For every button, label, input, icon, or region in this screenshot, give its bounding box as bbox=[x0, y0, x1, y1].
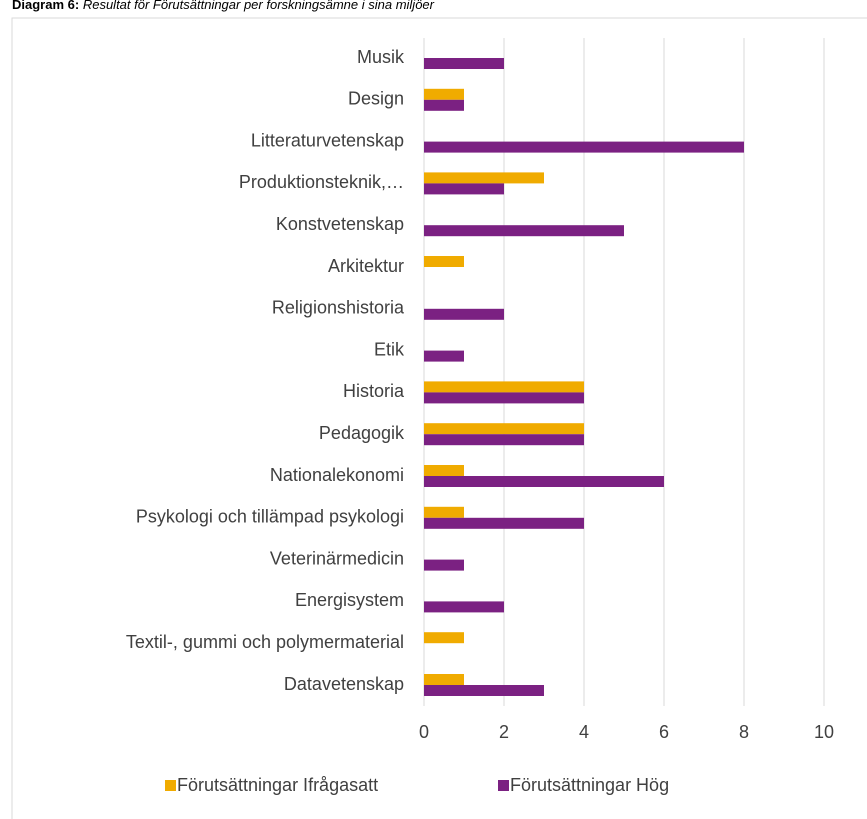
y-tick-label: Veterinärmedicin bbox=[270, 548, 404, 568]
bar bbox=[424, 601, 504, 613]
x-tick-label: 6 bbox=[659, 722, 669, 742]
bar bbox=[424, 308, 504, 320]
bar bbox=[424, 99, 464, 111]
legend-label: Förutsättningar Ifrågasatt bbox=[177, 775, 378, 795]
x-tick-label: 0 bbox=[419, 722, 429, 742]
bar bbox=[424, 559, 464, 571]
y-tick-label: Arkitektur bbox=[328, 256, 404, 276]
bar bbox=[424, 685, 544, 696]
x-tick-label: 8 bbox=[739, 722, 749, 742]
bar bbox=[424, 423, 584, 435]
bar bbox=[424, 506, 464, 518]
bar bbox=[424, 183, 504, 195]
y-tick-label: Produktionsteknik,… bbox=[239, 172, 404, 192]
bar bbox=[424, 632, 464, 644]
legend-swatch bbox=[165, 780, 176, 791]
y-tick-label: Religionshistoria bbox=[272, 298, 405, 318]
x-tick-label: 2 bbox=[499, 722, 509, 742]
caption-text: Resultat för Förutsättningar per forskni… bbox=[83, 0, 435, 12]
legend-label: Förutsättningar Hög bbox=[510, 775, 669, 795]
caption: Diagram 6: Resultat för Förutsättningar … bbox=[12, 0, 435, 12]
bar bbox=[424, 465, 464, 476]
y-tick-label: Pedagogik bbox=[319, 423, 405, 443]
y-tick-label: Musik bbox=[357, 47, 405, 67]
y-tick-label: Nationalekonomi bbox=[270, 465, 404, 485]
bar bbox=[424, 350, 464, 362]
bar bbox=[424, 381, 584, 393]
legend-swatch bbox=[498, 780, 509, 791]
bar bbox=[424, 225, 624, 237]
y-tick-label: Litteraturvetenskap bbox=[251, 130, 404, 150]
chart-border bbox=[11, 17, 867, 819]
bar bbox=[424, 517, 584, 529]
y-tick-label: Textil-, gummi och polymermaterial bbox=[126, 632, 404, 652]
bar bbox=[424, 476, 664, 487]
bar bbox=[424, 58, 504, 69]
bar bbox=[424, 141, 744, 153]
y-tick-label: Psykologi och tillämpad psykologi bbox=[136, 507, 404, 527]
y-tick-label: Etik bbox=[374, 339, 405, 359]
y-tick-label: Konstvetenskap bbox=[276, 214, 404, 234]
x-tick-label: 10 bbox=[814, 722, 834, 742]
bar bbox=[424, 88, 464, 100]
y-tick-label: Design bbox=[348, 89, 404, 109]
x-tick-label: 4 bbox=[579, 722, 589, 742]
caption-label: Diagram 6: bbox=[12, 0, 79, 12]
bar bbox=[424, 256, 464, 267]
bar bbox=[424, 392, 584, 404]
y-tick-label: Energisystem bbox=[295, 590, 404, 610]
y-tick-label: Historia bbox=[343, 381, 405, 401]
bar bbox=[424, 434, 584, 446]
bar bbox=[424, 674, 464, 685]
bar bbox=[424, 172, 544, 184]
y-tick-label: Datavetenskap bbox=[284, 674, 404, 694]
